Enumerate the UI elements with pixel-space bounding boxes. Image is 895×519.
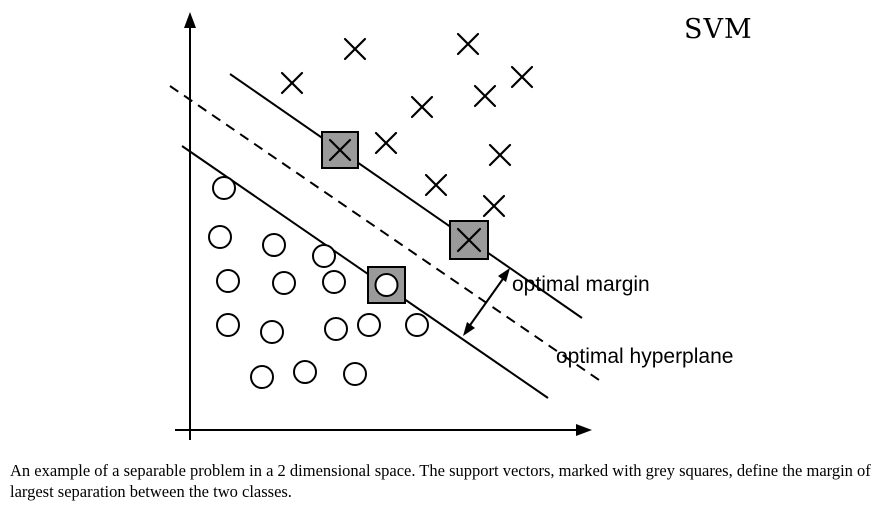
cross-point [456,32,480,56]
cross-point [374,131,398,155]
circle-point [272,271,296,295]
upper-margin-line [229,73,583,319]
optimal-margin-label: optimal margin [512,273,650,296]
circle-point [250,365,274,389]
cross-point [473,84,497,108]
support-vector-cross-2 [449,220,489,260]
circle-point [343,362,367,386]
circle-point [216,313,240,337]
cross-point [343,37,367,61]
optimal-hyperplane-label: optimal hyperplane [556,345,733,368]
class-x-points [280,32,534,218]
cross-point [280,71,304,95]
circle-point [262,233,286,257]
class-o-points [208,176,429,389]
optimal-hyperplane-line [169,85,603,383]
axes [175,12,592,440]
circle-point [324,317,348,341]
circle-point [357,313,381,337]
lower-margin-line [181,145,549,399]
margin-arrow [463,268,510,336]
cross-point [424,173,448,197]
circle-point [322,270,346,294]
support-vector-circle [367,266,406,304]
y-axis-arrow [184,12,196,28]
circle-point [212,176,236,200]
circle-point [405,313,429,337]
figure-caption: An example of a separable problem in a 2… [10,461,871,501]
page-title: SVM [684,14,753,45]
cross-point [482,194,506,218]
cross-point [488,143,512,167]
circle-point [260,320,284,344]
cross-point [410,95,434,119]
circle-point [216,269,240,293]
support-vector-cross-1 [321,131,359,169]
cross-point [510,65,534,89]
circle-point [208,225,232,249]
x-axis-arrow [576,424,592,436]
circle-point [312,244,336,268]
circle-point [293,360,317,384]
